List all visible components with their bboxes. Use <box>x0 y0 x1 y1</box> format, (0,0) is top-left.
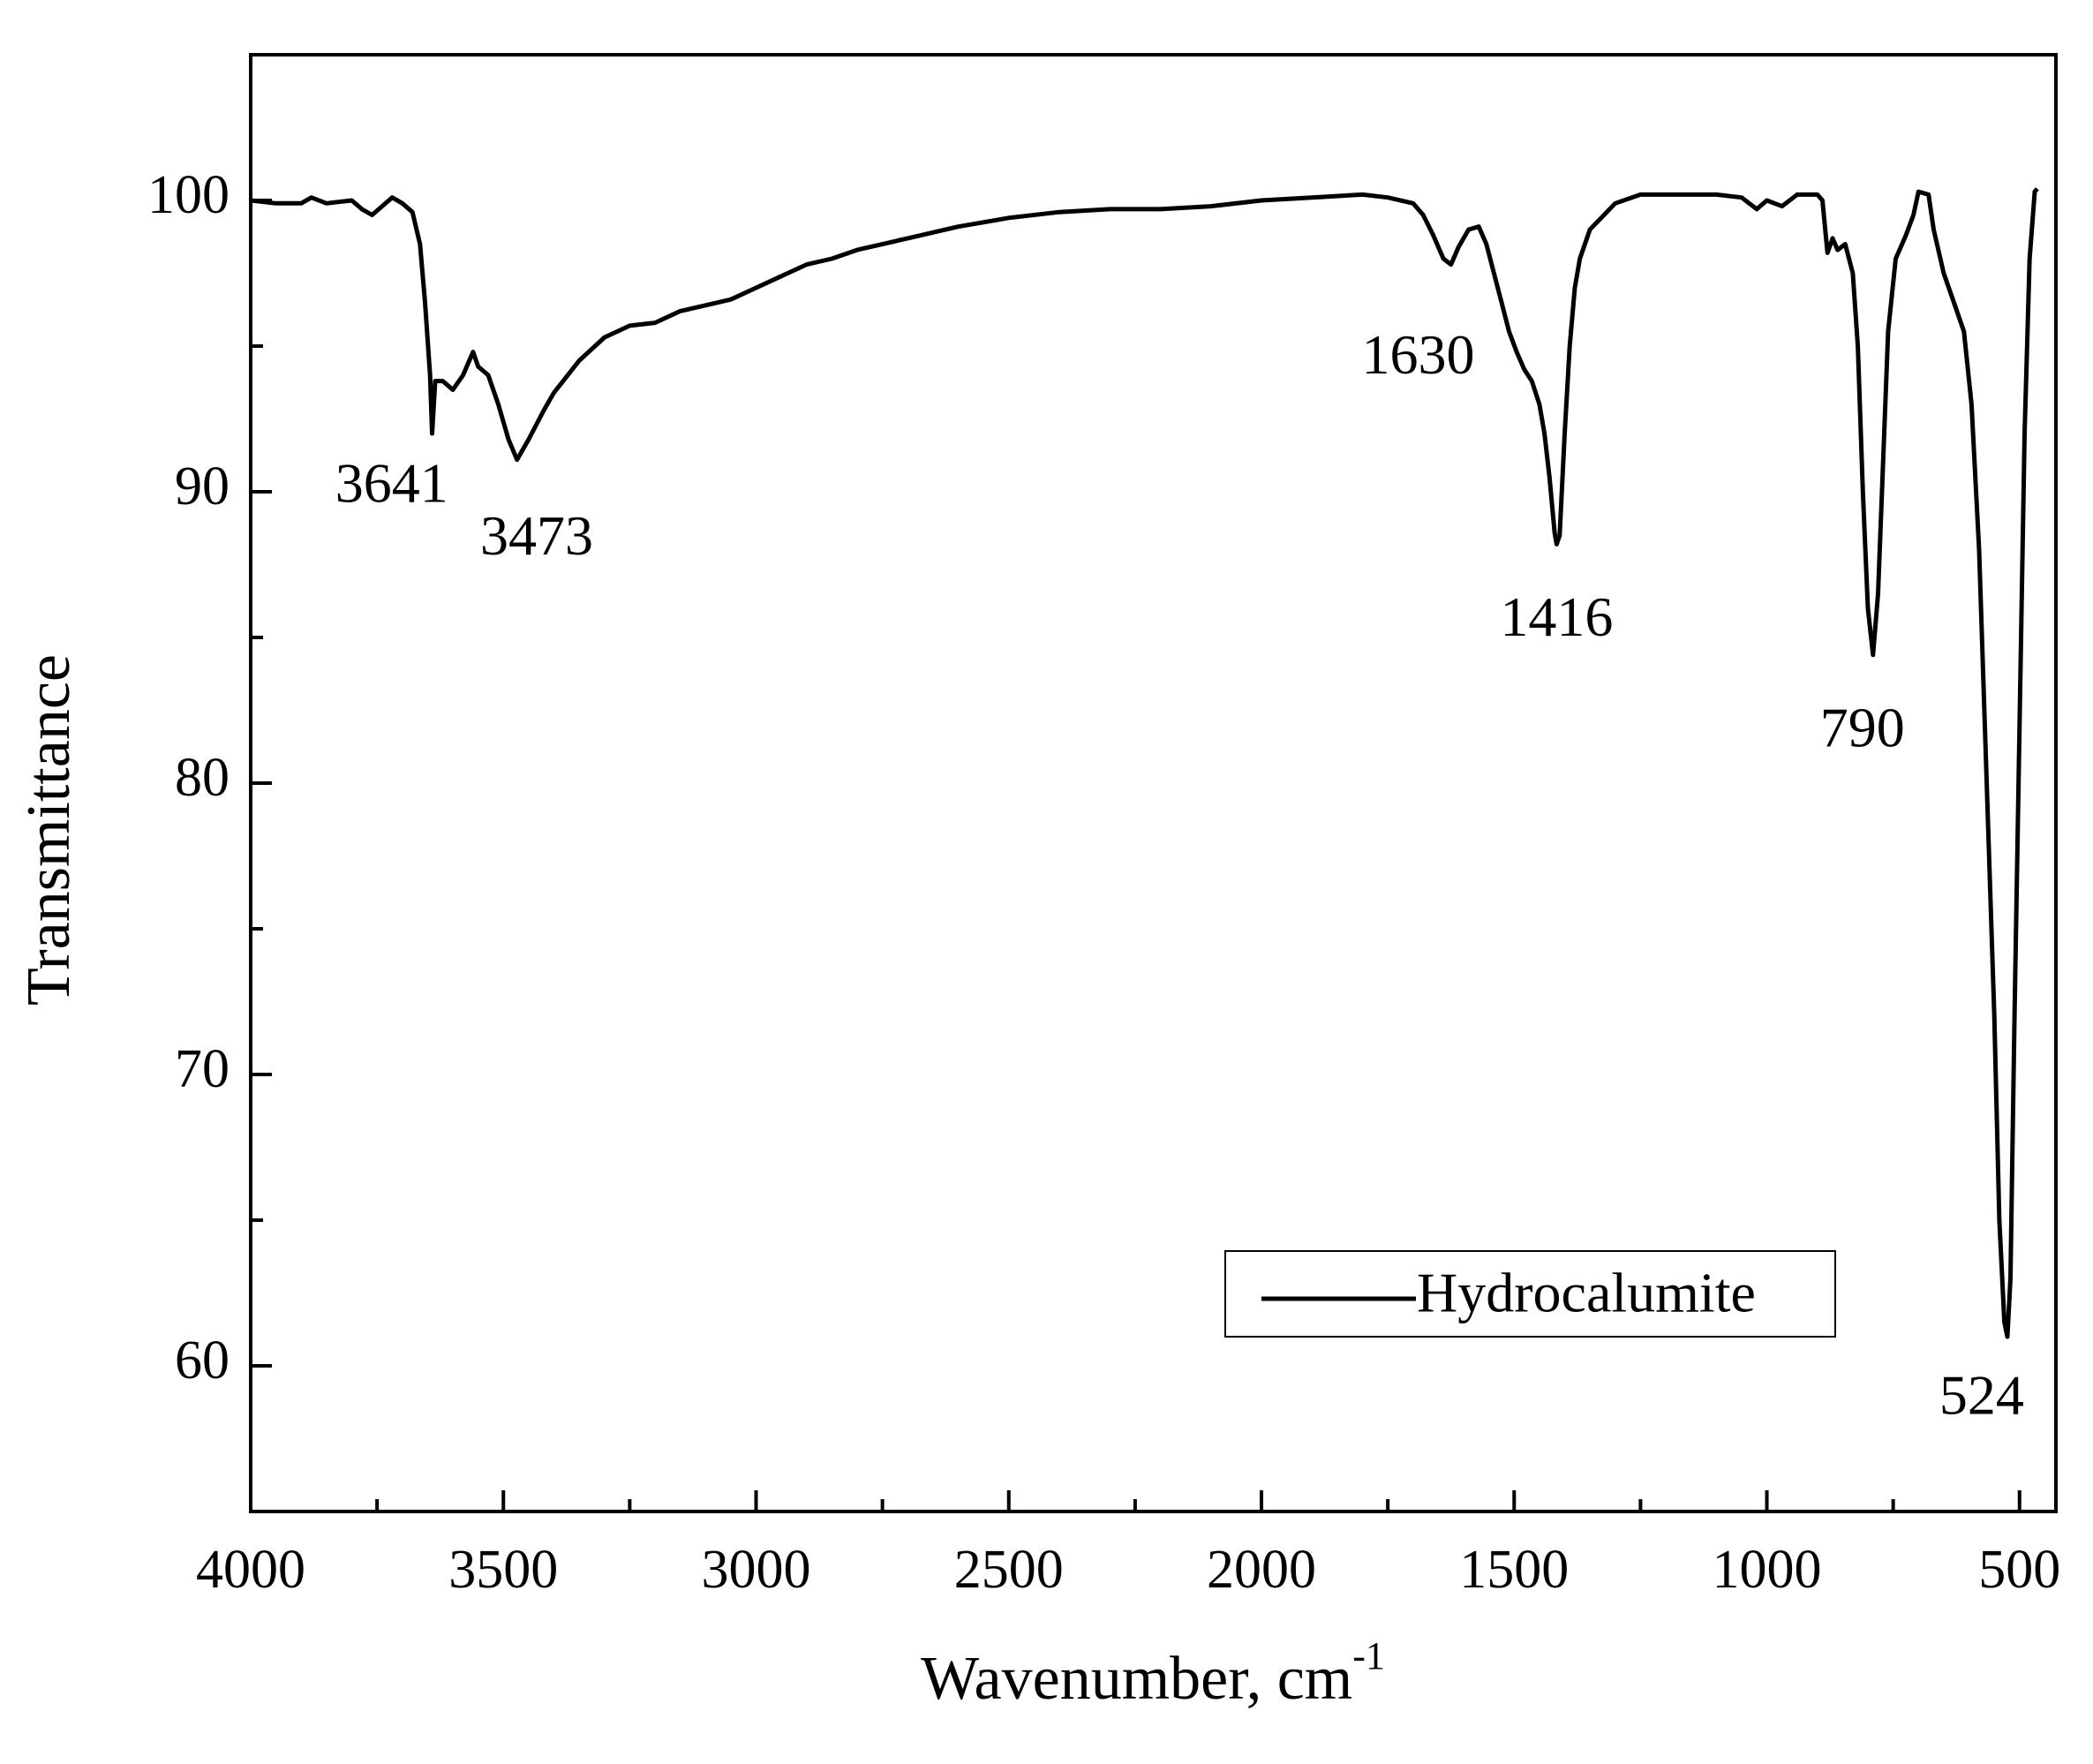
y-tick-label: 70 <box>175 1039 230 1099</box>
x-axis-label-text: Wavenumber, cm <box>921 1645 1352 1713</box>
x-tick-label: 1500 <box>1459 1540 1569 1600</box>
x-tick-label: 3000 <box>702 1540 811 1600</box>
peak-label: 790 <box>1820 697 1905 759</box>
x-tick-label: 3500 <box>448 1540 558 1600</box>
peak-label: 1416 <box>1500 585 1613 648</box>
y-tick-label: 60 <box>175 1331 230 1391</box>
x-axis-label-superscript: -1 <box>1352 1634 1385 1677</box>
peak-label: 3641 <box>335 451 448 514</box>
x-tick-label: 2500 <box>954 1540 1064 1600</box>
peak-label: 1630 <box>1361 323 1474 386</box>
x-axis-label: Wavenumber, cm-1 <box>921 1634 1385 1713</box>
y-tick-label: 90 <box>175 456 230 516</box>
x-tick-label: 500 <box>1978 1540 2060 1600</box>
legend-label: Hydrocalumite <box>1417 1262 1756 1324</box>
x-tick-label: 1000 <box>1713 1540 1822 1600</box>
y-axis-label: Transmittance <box>15 654 83 1006</box>
peak-label: 524 <box>1939 1363 2024 1426</box>
spectrum-line <box>250 187 2039 1339</box>
peak-label: 3473 <box>480 504 593 567</box>
x-tick-label: 2000 <box>1207 1540 1316 1600</box>
y-tick-label: 80 <box>175 748 230 808</box>
x-tick-label: 4000 <box>196 1540 305 1600</box>
y-tick-label: 100 <box>147 165 230 225</box>
legend-box <box>1224 1250 1836 1338</box>
